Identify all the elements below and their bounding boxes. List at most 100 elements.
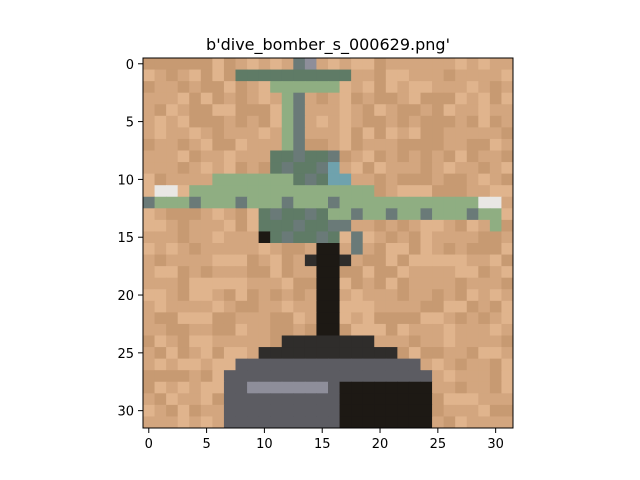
pixel	[408, 358, 421, 371]
pixel	[304, 81, 317, 94]
pixel	[177, 404, 190, 417]
pixel	[166, 358, 179, 371]
pixel	[478, 416, 491, 429]
pixel	[143, 208, 156, 221]
pixel	[235, 300, 248, 313]
pixel	[316, 358, 329, 371]
pixel	[478, 381, 491, 394]
pixel	[420, 69, 433, 82]
pixel	[374, 312, 387, 325]
pixel	[432, 196, 445, 209]
pixel	[189, 196, 202, 209]
pixel	[166, 266, 179, 279]
pixel	[408, 266, 421, 279]
pixel	[501, 254, 514, 267]
pixel	[177, 104, 190, 117]
pixel	[443, 58, 456, 71]
pixel	[443, 381, 456, 394]
pixel	[339, 162, 352, 175]
pixel	[489, 150, 502, 163]
pixel	[281, 277, 294, 290]
pixel	[270, 219, 283, 232]
pixel	[304, 300, 317, 313]
pixel	[166, 416, 179, 429]
pixel	[374, 254, 387, 267]
pixel	[489, 416, 502, 429]
pixel	[362, 58, 375, 71]
pixel	[385, 92, 398, 105]
pixel	[293, 208, 306, 221]
pixel	[258, 381, 271, 394]
pixel	[154, 138, 167, 151]
pixel	[200, 81, 213, 94]
pixel	[212, 416, 225, 429]
pixel	[374, 104, 387, 117]
pixel	[328, 277, 341, 290]
pixel	[258, 196, 271, 209]
pixel	[247, 393, 260, 406]
pixel	[374, 243, 387, 256]
pixel	[166, 219, 179, 232]
pixel	[501, 393, 514, 406]
pixel	[293, 312, 306, 325]
pixel	[235, 358, 248, 371]
pixel	[408, 219, 421, 232]
x-tick-label: 5	[202, 437, 210, 452]
pixel	[385, 81, 398, 94]
pixel	[351, 381, 364, 394]
pixel	[154, 335, 167, 348]
pixel	[235, 115, 248, 128]
pixel	[270, 231, 283, 244]
pixel	[166, 58, 179, 71]
pixel	[235, 231, 248, 244]
pixel	[455, 196, 468, 209]
pixel	[501, 69, 514, 82]
pixel	[189, 208, 202, 221]
pixel	[374, 138, 387, 151]
pixel	[489, 69, 502, 82]
pixel	[339, 266, 352, 279]
pixel	[339, 150, 352, 163]
pixel	[293, 162, 306, 175]
pixel	[223, 196, 236, 209]
pixel	[385, 162, 398, 175]
pixel	[281, 243, 294, 256]
pixel	[281, 300, 294, 313]
pixel	[420, 208, 433, 221]
pixel	[223, 185, 236, 198]
pixel	[247, 162, 260, 175]
pixel	[189, 254, 202, 267]
pixel	[293, 243, 306, 256]
pixel	[432, 243, 445, 256]
pixel	[212, 404, 225, 417]
pixel	[351, 312, 364, 325]
pixel	[420, 404, 433, 417]
pixel	[351, 150, 364, 163]
pixel	[489, 381, 502, 394]
pixel	[420, 58, 433, 71]
pixel	[420, 162, 433, 175]
pixel	[270, 277, 283, 290]
pixel	[154, 196, 167, 209]
pixel	[200, 370, 213, 383]
pixel	[270, 127, 283, 140]
pixel	[304, 381, 317, 394]
pixel	[455, 370, 468, 383]
pixel	[362, 416, 375, 429]
pixel	[281, 208, 294, 221]
pixel	[420, 393, 433, 406]
pixel	[408, 300, 421, 313]
pixel	[432, 289, 445, 302]
pixel	[328, 104, 341, 117]
pixel	[489, 81, 502, 94]
pixel	[374, 335, 387, 348]
pixel	[397, 185, 410, 198]
pixel	[328, 219, 341, 232]
pixel	[385, 277, 398, 290]
pixel	[385, 104, 398, 117]
pixel	[420, 323, 433, 336]
pixel	[316, 150, 329, 163]
pixel	[478, 323, 491, 336]
pixel	[200, 289, 213, 302]
pixel	[466, 92, 479, 105]
